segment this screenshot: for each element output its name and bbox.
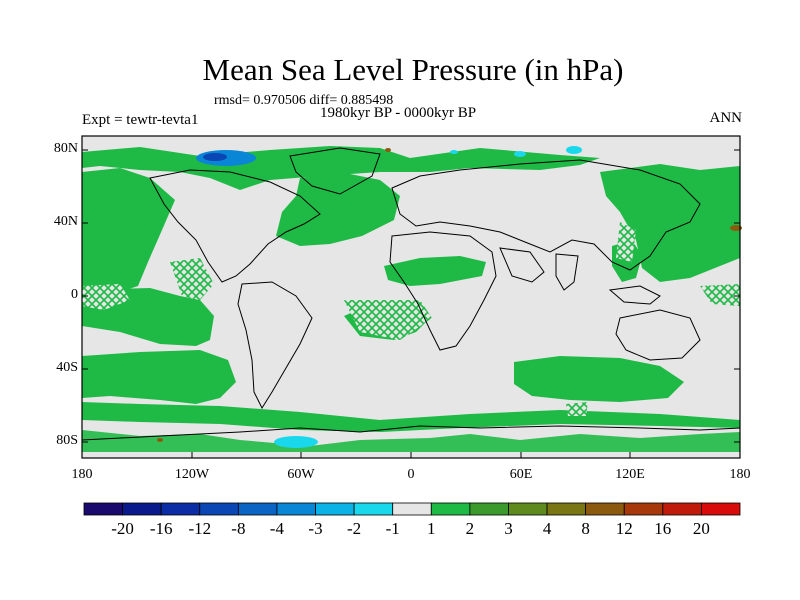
colorbar-swatch-11 — [508, 502, 548, 516]
colorbar-swatch-5 — [276, 502, 316, 516]
colorbar-swatch-8 — [392, 502, 432, 516]
colorbar-swatch-16 — [701, 502, 741, 516]
colorbar-label-2: -12 — [188, 519, 212, 538]
hatched-regions — [82, 222, 740, 416]
x-label-0: 0 — [407, 467, 415, 482]
colorbar-label-13: 12 — [615, 519, 633, 538]
colorbar-label-3: -8 — [231, 519, 246, 538]
colorbar-swatch-15 — [662, 502, 702, 516]
y-label-40s: 40S — [56, 360, 78, 375]
x-label-180e: 180 — [729, 467, 751, 482]
colorbar-label-15: 20 — [692, 519, 710, 538]
colorbar-swatch-13 — [585, 502, 625, 516]
y-label-0: 0 — [71, 287, 78, 302]
colorbar-swatch-10 — [469, 502, 509, 516]
colorbar-swatch-12 — [546, 502, 587, 516]
colorbar-label-0: -20 — [111, 519, 134, 538]
negative-anomaly-spots — [196, 146, 582, 448]
colorbar-label-10: 3 — [504, 519, 513, 538]
season-label: ANN — [709, 110, 743, 126]
colorbar-label-9: 2 — [465, 519, 475, 538]
colorbar-label-4: -4 — [269, 519, 284, 538]
x-ticks — [81, 452, 741, 458]
colorbar-swatch-6 — [315, 502, 355, 516]
x-label-180w: 180 — [71, 467, 93, 482]
colorbar-label-5: -3 — [308, 519, 323, 538]
colorbar-label-11: 4 — [542, 519, 552, 538]
colorbar-label-6: -2 — [347, 519, 362, 538]
y-label-80s: 80S — [56, 433, 78, 448]
x-label-120e: 120E — [615, 467, 645, 482]
colorbar-swatch-7 — [353, 502, 394, 516]
y-label-40n: 40N — [53, 214, 78, 229]
x-label-60e: 60E — [509, 467, 533, 482]
colorbar-label-14: 16 — [654, 519, 672, 538]
coastlines — [81, 147, 741, 441]
colorbar-swatch-14 — [623, 502, 664, 516]
x-label-120w: 120W — [174, 467, 210, 482]
x-label-60w: 60W — [287, 467, 315, 482]
rmsd-diff-stats: rmsd= 0.970506 diff= 0.885498 — [214, 93, 394, 108]
y-label-80n: 80N — [53, 141, 78, 156]
colorbar-swatch-3 — [199, 502, 239, 516]
colorbar-label-1: -16 — [149, 519, 173, 538]
colorbar-swatch-0 — [83, 502, 123, 516]
strong-positive-spots — [157, 148, 742, 442]
colorbar-label-7: -1 — [385, 519, 400, 538]
colorbar-swatch-9 — [430, 502, 471, 516]
colorbar-swatch-1 — [122, 502, 162, 516]
period-label: 1980kyr BP - 0000kyr BP — [320, 105, 477, 121]
y-ticks — [82, 149, 740, 443]
experiment-label: Expt = tewtr-tevta1 — [82, 112, 199, 128]
colorbar-label-12: 8 — [581, 519, 590, 538]
colorbar-swatch-2 — [160, 502, 201, 516]
colorbar-swatch-4 — [237, 502, 278, 516]
plot-title: Mean Sea Level Pressure (in hPa) — [202, 52, 624, 87]
colorbar-label-8: 1 — [427, 519, 436, 538]
colorbar — [83, 502, 741, 516]
